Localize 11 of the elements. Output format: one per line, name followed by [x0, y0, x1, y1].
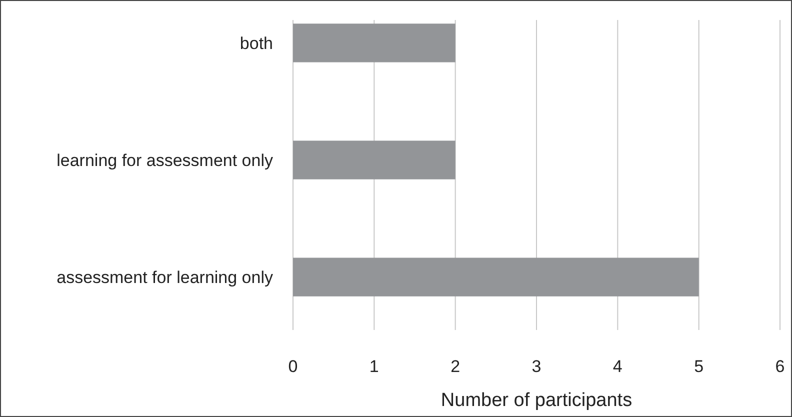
x-axis-title: Number of participants: [440, 390, 632, 411]
x-tick-label: 0: [288, 357, 298, 376]
y-tick-label: learning for assessment only: [56, 151, 274, 170]
x-tick-label: 3: [532, 357, 542, 376]
x-tick-label: 6: [775, 357, 785, 376]
y-tick-label: assessment for learning only: [56, 268, 274, 288]
x-tick-label: 1: [369, 357, 379, 376]
x-tick-label: 5: [694, 357, 704, 376]
x-tick-label: 4: [612, 357, 622, 376]
x-tick-label: 2: [450, 357, 460, 376]
y-tick-label: both: [240, 34, 273, 53]
